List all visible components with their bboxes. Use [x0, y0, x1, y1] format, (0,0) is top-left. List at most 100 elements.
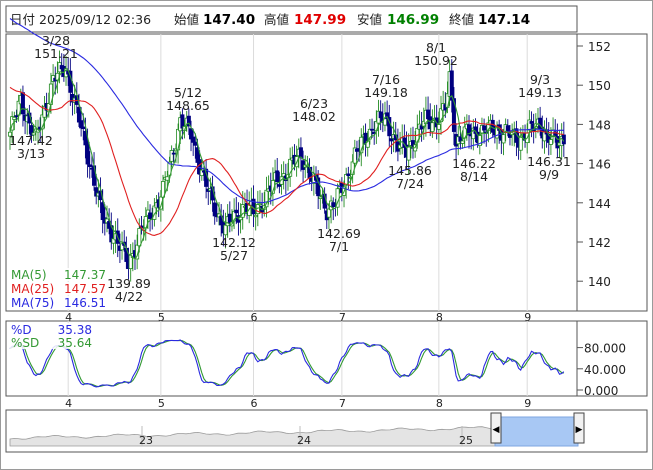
navigator-left-arrow[interactable]: ◀	[493, 425, 500, 435]
candle-body	[467, 124, 472, 136]
candle-body	[227, 213, 232, 224]
candle-body	[161, 181, 166, 198]
candle-body	[191, 136, 196, 143]
price-tick-label: 148	[588, 118, 611, 132]
ma5-line	[9, 69, 565, 261]
header-box	[5, 5, 578, 33]
price-y-axis: 152 150 148 146 144 142 140	[588, 40, 611, 289]
candle-body	[240, 204, 245, 218]
price-tick-label: 146	[588, 158, 611, 172]
candle-body	[436, 124, 441, 130]
x-tick-label: 5	[158, 311, 165, 324]
candle-body	[370, 128, 375, 131]
legend-name: MA(5)	[11, 268, 47, 282]
candle-body	[288, 158, 293, 177]
candle-body	[363, 132, 368, 145]
price-x-axis: 4 5 6 7 8 9	[65, 311, 531, 324]
datetime-value: 2025/09/12 02:36	[39, 12, 151, 27]
candle-body	[169, 150, 174, 162]
candle-body	[527, 119, 532, 131]
candle-body	[406, 146, 411, 161]
annotation-value: 142.69	[317, 226, 361, 241]
stoch-tick-label: 80.000	[584, 342, 626, 356]
annotation-value: 146.22	[452, 156, 496, 171]
annotation-date: 8/14	[460, 169, 488, 184]
stoch-legend-value: 35.64	[58, 336, 92, 350]
annotation-date: 7/16	[372, 72, 400, 87]
price-tick-label: 152	[588, 40, 611, 54]
navigator-right-handle[interactable]	[573, 412, 585, 444]
stoch-lines	[9, 339, 565, 388]
candle-body	[167, 161, 172, 176]
candle-body	[20, 92, 25, 115]
stoch-plot-area	[5, 320, 578, 397]
price-axis-area	[576, 33, 648, 312]
stoch-y-axis: 80.000 40.000 0.000	[584, 342, 626, 398]
open-value: 147.40	[203, 12, 255, 28]
x-tick-label: 7	[339, 311, 346, 324]
candle-body	[85, 141, 90, 165]
candle-body	[385, 112, 390, 120]
annotation-date: 5/27	[220, 248, 248, 263]
candle-body	[81, 126, 86, 130]
candle-body	[186, 115, 191, 127]
candle-body	[234, 209, 239, 214]
navigator-labels: 23 24 25	[139, 426, 473, 447]
candle-body	[438, 108, 443, 123]
x-tick-label: 9	[524, 397, 531, 410]
stoch-legend-name: %SD	[11, 336, 39, 350]
annotation-value: 149.18	[364, 85, 408, 100]
ma25-line	[9, 86, 564, 236]
annotation-value: 142.12	[212, 235, 256, 250]
candle-body	[346, 173, 351, 177]
candle-body	[316, 177, 321, 197]
candle-body	[501, 134, 506, 144]
annotation-date: 6/23	[300, 96, 328, 111]
candle-body	[87, 164, 92, 168]
candle-body	[518, 135, 523, 151]
candle-body	[367, 128, 372, 140]
candle-body	[326, 208, 331, 218]
candle-body	[171, 152, 176, 155]
candle-body	[232, 210, 237, 222]
navigator-label: 24	[297, 434, 311, 447]
navigator-left-handle[interactable]	[490, 412, 502, 444]
stoch-x-axis: 4 5 6 7 8 9	[65, 397, 531, 410]
legend-value: 147.37	[64, 268, 106, 282]
x-tick-label: 7	[339, 397, 346, 410]
navigator-right-arrow[interactable]: ▶	[576, 425, 583, 435]
x-tick-label: 6	[251, 311, 258, 324]
x-tick-label: 5	[158, 397, 165, 410]
candle-body	[158, 196, 163, 210]
range-navigator[interactable]: ◀ ▶ 23 24 25	[5, 409, 648, 453]
high-label: 高値	[264, 12, 289, 27]
stochastic-panel: 80.000 40.000 0.000 %D 35.38 %SD 35.64	[5, 320, 648, 398]
x-tick-label: 8	[436, 311, 443, 324]
candle-body	[426, 109, 431, 120]
navigator-selection[interactable]	[494, 416, 579, 447]
annotation-value: 149.13	[518, 85, 562, 100]
candle-body	[76, 106, 81, 123]
price-tick-label: 140	[588, 275, 611, 289]
ma75-line	[9, 18, 564, 204]
annotation-value: 148.65	[166, 98, 210, 113]
pct-d-line	[9, 339, 565, 388]
navigator-label: 25	[459, 434, 473, 447]
annotation-date: 4/22	[115, 289, 143, 304]
candle-body	[199, 169, 204, 177]
candle-body	[505, 125, 510, 131]
stoch-tick-label: 0.000	[584, 384, 618, 398]
x-tick-label: 9	[524, 311, 531, 324]
candle-body	[83, 130, 88, 146]
candle-body	[253, 214, 258, 218]
candle-body	[419, 125, 424, 130]
price-grid	[67, 34, 583, 311]
candle-body	[42, 105, 47, 118]
stoch-legend-bg	[10, 323, 94, 336]
price-tick-label: 142	[588, 236, 611, 250]
annotation-date: 5/12	[174, 85, 202, 100]
stoch-legend-bg	[10, 336, 94, 349]
